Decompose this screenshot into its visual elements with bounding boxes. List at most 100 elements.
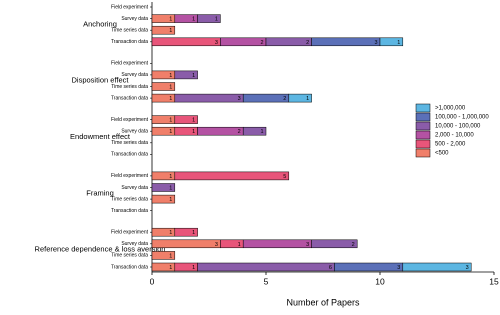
legend-label: 2,000 - 10,000 <box>435 133 474 139</box>
data-label: 1 <box>169 197 172 203</box>
legend-swatch <box>415 103 431 113</box>
data-label: 1 <box>169 28 172 34</box>
data-label: 1 <box>169 185 172 191</box>
category-label: Survey data <box>121 72 148 78</box>
category-label: Transaction data <box>111 264 148 270</box>
data-label: 2 <box>260 40 263 46</box>
legend-label: 500 - 2,000 <box>435 142 466 148</box>
x-tick-label: 15 <box>489 276 499 286</box>
bar-segment <box>242 93 290 103</box>
x-tick-label: 10 <box>375 276 385 286</box>
x-axis-label: Number of Papers <box>286 297 360 307</box>
category-label: Survey data <box>121 129 148 135</box>
bar-segment <box>311 239 358 249</box>
data-label: 1 <box>306 96 309 102</box>
category-label: Survey data <box>121 241 148 247</box>
category-label: Time series data <box>111 28 148 34</box>
data-label: 1 <box>238 242 241 248</box>
legend-swatch <box>415 139 431 149</box>
data-label: 1 <box>169 253 172 259</box>
data-label: 1 <box>169 174 172 180</box>
legend-swatch <box>415 148 431 158</box>
category-label: Time series data <box>111 140 148 146</box>
data-label: 3 <box>466 265 469 271</box>
category-label: Transaction data <box>111 39 148 45</box>
data-label: 3 <box>306 242 309 248</box>
category-label: Field experiment <box>111 61 149 67</box>
bar-segment <box>174 115 198 124</box>
data-label: 2 <box>238 129 241 135</box>
data-label: 3 <box>238 96 241 102</box>
group-label: Endowment effect <box>70 132 131 141</box>
data-label: 3 <box>215 40 218 46</box>
data-label: 1 <box>169 230 172 236</box>
group-label: Reference dependence & loss aversion <box>35 245 166 254</box>
category-label: Field experiment <box>111 230 149 236</box>
bar-segment <box>151 251 176 260</box>
bar-segment <box>151 25 176 35</box>
bar-segment <box>174 227 198 237</box>
bar-segment <box>242 239 312 249</box>
category-label: Field experiment <box>111 173 149 179</box>
legend-label: >1,000,000 <box>435 106 466 112</box>
data-label: 1 <box>169 118 172 124</box>
data-label: 1 <box>169 265 172 271</box>
bar-segment <box>288 93 312 103</box>
data-label: 3 <box>374 40 377 46</box>
data-label: 1 <box>169 17 172 23</box>
data-label: 3 <box>397 265 400 271</box>
category-label: Survey data <box>121 16 148 22</box>
legend-label: 100,000 - 1,000,000 <box>435 115 489 121</box>
legend-swatch <box>415 112 431 122</box>
bar-segment <box>242 126 267 136</box>
bar-segment <box>174 70 198 80</box>
category-label: Transaction data <box>111 208 148 214</box>
group-label: Disposition effect <box>72 76 130 85</box>
data-label: 1 <box>192 265 195 271</box>
data-label: 1 <box>192 73 195 79</box>
bar-segment <box>265 37 312 47</box>
data-label: 5 <box>283 174 286 180</box>
bar-segment <box>402 262 472 272</box>
category-label: Time series data <box>111 84 148 90</box>
bar-segment <box>151 183 176 192</box>
data-label: 3 <box>215 242 218 248</box>
legend-swatch <box>415 130 431 140</box>
x-tick-label: 0 <box>150 276 155 286</box>
category-label: Time series data <box>111 253 148 259</box>
bar-segment <box>174 171 290 181</box>
bar-segment <box>151 239 221 249</box>
bar-segment <box>197 126 244 136</box>
data-label: 1 <box>192 230 195 236</box>
category-label: Survey data <box>121 185 148 191</box>
data-label: 1 <box>169 84 172 90</box>
group-label: Anchoring <box>83 19 117 28</box>
category-label: Transaction data <box>111 152 148 158</box>
bar-segment <box>311 37 381 47</box>
data-label: 1 <box>260 129 263 135</box>
bar-segment <box>220 37 267 47</box>
bar-segment <box>379 37 404 47</box>
data-label: 6 <box>329 265 332 271</box>
data-label: 1 <box>215 17 218 23</box>
legend-swatch <box>415 121 431 131</box>
category-label: Field experiment <box>111 4 149 10</box>
data-label: 2 <box>352 242 355 248</box>
bar-segment <box>174 93 244 103</box>
legend-label: <500 <box>435 151 449 157</box>
data-label: 1 <box>169 129 172 135</box>
bar-segment <box>151 37 221 47</box>
category-label: Transaction data <box>111 95 148 101</box>
bar-segment <box>151 82 176 91</box>
data-label: 1 <box>397 40 400 46</box>
data-label: 1 <box>192 17 195 23</box>
data-label: 1 <box>169 73 172 79</box>
data-label: 1 <box>192 129 195 135</box>
data-label: 2 <box>306 40 309 46</box>
group-label: Framing <box>86 188 114 197</box>
x-tick-label: 5 <box>264 276 269 286</box>
data-label: 2 <box>283 96 286 102</box>
data-label: 1 <box>169 96 172 102</box>
bar-segment <box>334 262 404 272</box>
